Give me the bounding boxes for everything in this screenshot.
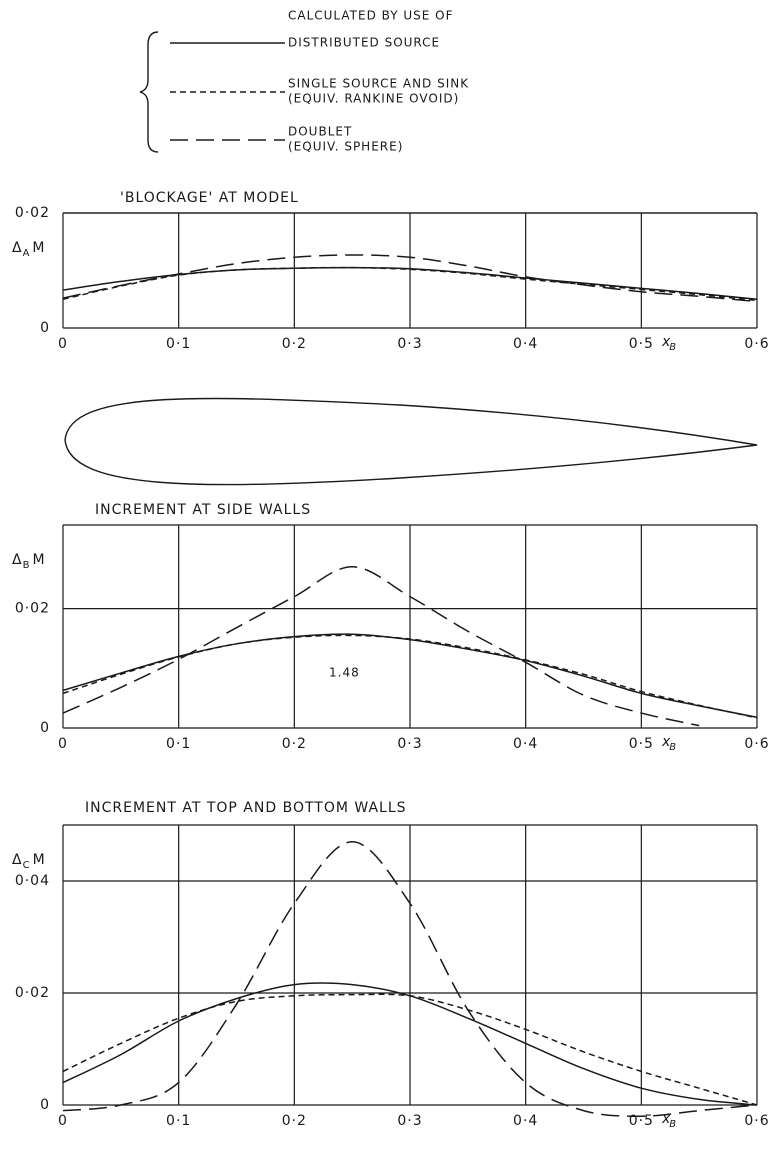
x-tick-label: 0·2 bbox=[282, 1113, 307, 1129]
x-tick-label: 0·5 bbox=[629, 1113, 654, 1129]
series-line bbox=[62, 566, 700, 727]
y-tick-label: 0·02 bbox=[15, 205, 50, 221]
x-tick-label: 0·6 bbox=[744, 336, 769, 352]
x-tick-label: 0 bbox=[58, 1113, 68, 1129]
legend-note: (EQUIV. RANKINE OVOID) bbox=[288, 92, 459, 106]
legend-brace bbox=[139, 31, 159, 153]
series-line bbox=[62, 266, 758, 302]
x-axis-label-part: x bbox=[661, 1111, 671, 1127]
x-axis-label-part: x bbox=[661, 334, 671, 350]
legend-label: DOUBLET bbox=[288, 125, 352, 139]
chart-title: INCREMENT AT TOP AND BOTTOM WALLS bbox=[85, 800, 407, 816]
series-line bbox=[62, 634, 758, 719]
y-tick-label: 0·04 bbox=[15, 873, 50, 889]
y-axis-label-part: Δ bbox=[12, 852, 23, 868]
x-tick-label: 0·4 bbox=[513, 736, 538, 752]
y-tick-label: 0·02 bbox=[15, 985, 50, 1001]
y-axis-label-part: B bbox=[23, 560, 31, 571]
x-tick-label: 0·1 bbox=[166, 336, 191, 352]
annotation: 1.48 bbox=[329, 666, 360, 680]
chart-title: 'BLOCKAGE' AT MODEL bbox=[120, 190, 299, 206]
x-tick-label: 0·1 bbox=[166, 736, 191, 752]
y-axis-label-part: A bbox=[23, 248, 31, 259]
x-tick-label: 0·2 bbox=[282, 336, 307, 352]
legend-heading: CALCULATED BY USE OF bbox=[288, 9, 454, 23]
series-line bbox=[62, 254, 758, 303]
y-axis-label: ΔA M bbox=[12, 240, 46, 259]
y-tick-label: 0·02 bbox=[15, 601, 50, 617]
y-axis-label-part: M bbox=[33, 852, 46, 868]
legend: DISTRIBUTED SOURCE SINGLE SOURCE AND SINK… bbox=[170, 36, 469, 154]
x-axis-label: xB bbox=[661, 1111, 677, 1130]
y-axis-label-part: Δ bbox=[12, 240, 23, 256]
chart-title: INCREMENT AT SIDE WALLS bbox=[95, 502, 311, 518]
y-axis-label-part: C bbox=[23, 860, 31, 871]
x-axis-label-part: B bbox=[669, 742, 677, 753]
y-axis-label-part: M bbox=[32, 240, 45, 256]
legend-label: SINGLE SOURCE AND SINK bbox=[288, 77, 469, 91]
x-tick-label: 0·3 bbox=[397, 336, 422, 352]
x-axis-label: xB bbox=[661, 334, 677, 353]
x-tick-label: 0·5 bbox=[629, 336, 654, 352]
y-axis-label: ΔB M bbox=[12, 552, 46, 571]
x-tick-label: 0·6 bbox=[744, 1113, 769, 1129]
series-line bbox=[62, 841, 758, 1117]
y-axis-label: ΔC M bbox=[12, 852, 46, 871]
chart: INCREMENT AT TOP AND BOTTOM WALLS ΔC M 0 0·1… bbox=[12, 800, 769, 1130]
legend-label: DISTRIBUTED SOURCE bbox=[288, 36, 440, 50]
chart: 'BLOCKAGE' AT MODEL ΔA M 0 0·1 0·2 0·3 0·4 0·5 0·… bbox=[12, 190, 769, 353]
x-tick-label: 0 bbox=[58, 336, 68, 352]
x-axis-label-part: B bbox=[669, 342, 677, 353]
x-tick-label: 0·3 bbox=[397, 1113, 422, 1129]
y-tick-label: 0 bbox=[40, 1097, 50, 1113]
series-line bbox=[62, 993, 758, 1106]
x-tick-label: 0·5 bbox=[629, 736, 654, 752]
x-tick-label: 0·2 bbox=[282, 736, 307, 752]
y-axis-label-part: M bbox=[32, 552, 45, 568]
x-axis-label-part: x bbox=[661, 734, 671, 750]
y-tick-label: 0 bbox=[40, 320, 50, 336]
x-axis-label: xB bbox=[661, 734, 677, 753]
x-axis-label-part: B bbox=[669, 1119, 677, 1130]
legend-note: (EQUIV. SPHERE) bbox=[288, 140, 403, 154]
x-tick-label: 0·1 bbox=[166, 1113, 191, 1129]
y-tick-label: 0 bbox=[40, 720, 50, 736]
x-tick-label: 0 bbox=[58, 736, 68, 752]
x-tick-label: 0·6 bbox=[744, 736, 769, 752]
body-profile bbox=[64, 397, 758, 486]
x-tick-label: 0·4 bbox=[513, 336, 538, 352]
y-axis-label-part: Δ bbox=[12, 552, 23, 568]
x-tick-label: 0·3 bbox=[397, 736, 422, 752]
x-tick-label: 0·4 bbox=[513, 1113, 538, 1129]
